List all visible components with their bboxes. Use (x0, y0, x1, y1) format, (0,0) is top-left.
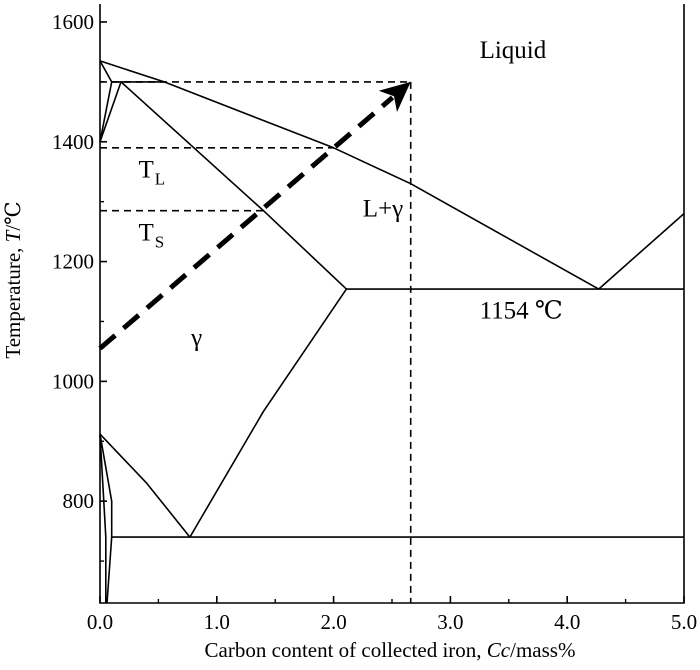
x-tick-label: 1.0 (204, 610, 230, 634)
y-axis-title-prefix: Temperature, (1, 242, 25, 358)
solidus-gamma (120, 81, 347, 290)
y-tick-label: 800 (63, 489, 95, 513)
liquidus-delta (99, 60, 165, 83)
ferrite-left (99, 434, 107, 603)
liquidus-graphite (598, 213, 685, 290)
delta-to-gamma-upper (99, 81, 122, 143)
annotation-layer: Liquid L+γ γ 1154 ℃ TL TS (139, 37, 563, 351)
x-tick-label: 3.0 (437, 610, 463, 634)
l-plus-gamma-label: L+γ (363, 196, 403, 223)
y-tick-label: 1000 (52, 369, 94, 393)
gamma-label: γ (190, 324, 202, 351)
eutectic-temp-label: 1154 ℃ (480, 298, 563, 325)
y-axis-title-suffix: /℃ (1, 201, 25, 230)
y-tick-label: 1600 (52, 10, 94, 34)
heating-carburizing-path (98, 95, 395, 351)
tl-label: TL (139, 157, 166, 189)
ts-label: TS (139, 220, 165, 252)
y-axis-title-symbol: T (1, 229, 25, 242)
acm-line (189, 288, 348, 538)
x-axis-title-symbol: Cc (487, 638, 511, 662)
tl-label-subscript: L (155, 170, 165, 189)
x-tick-label: 0.0 (87, 610, 113, 634)
ts-label-subscript: S (155, 233, 164, 252)
liquidus-gamma (163, 81, 600, 290)
x-tick-label: 2.0 (320, 610, 346, 634)
path-arrow-layer (98, 81, 411, 351)
ferrite-boundary (99, 433, 113, 604)
x-tick-label: 5.0 (671, 610, 697, 634)
delta-to-gamma-lower (99, 81, 113, 142)
x-axis-title-suffix: /mass% (510, 638, 575, 662)
y-tick-label: 1400 (52, 130, 94, 154)
x-axis-title: Carbon content of collected iron, Cc/mas… (205, 638, 576, 662)
x-axis-title-prefix: Carbon content of collected iron, (205, 638, 487, 662)
a3-line (99, 433, 191, 538)
phase-curves-layer (99, 60, 685, 604)
tick-layer: 0.0 1.0 2.0 3.0 4.0 5.0 800 1000 1200 1400 1600 (52, 10, 697, 634)
y-axis-title: Temperature, T/℃ (1, 201, 25, 358)
path-arrow-head (378, 81, 411, 112)
y-tick-label: 1200 (52, 250, 94, 274)
x-tick-label: 4.0 (554, 610, 580, 634)
liquid-label: Liquid (480, 37, 547, 64)
delta-solidus (99, 60, 113, 83)
